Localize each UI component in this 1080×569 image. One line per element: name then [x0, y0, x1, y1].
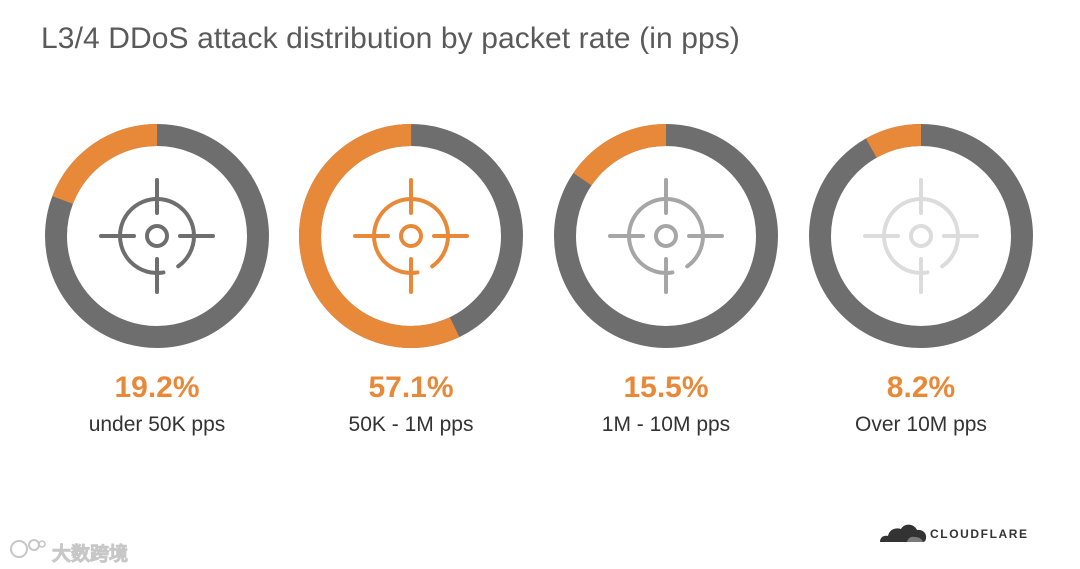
watermark-text: 大数跨境: [52, 544, 129, 566]
crosshair-target-icon: [863, 178, 979, 294]
chart-title: L3/4 DDoS attack distribution by packet …: [41, 22, 740, 55]
stat-block: 15.5% 1M - 10M pps: [546, 370, 786, 438]
stat-block: 8.2% Over 10M pps: [801, 370, 1041, 438]
donut-ring-group: [809, 124, 1033, 349]
donut-slice: [809, 124, 1033, 349]
watermark: 大数跨境: [8, 536, 148, 566]
donut-slice: [44, 124, 269, 349]
donut-ring-group: [554, 124, 778, 348]
watermark-logo-icon: [10, 539, 46, 558]
slice-value-label: 8.2%: [886, 371, 956, 404]
target-bullseye: [909, 224, 933, 248]
slice-value-label: 15.5%: [623, 371, 709, 404]
category-label: under 50K pps: [88, 413, 226, 436]
target-bullseye: [145, 224, 169, 248]
crosshair-target-icon: [99, 178, 215, 294]
category-label: 50K - 1M pps: [348, 413, 474, 436]
slice-value-label: 57.1%: [368, 371, 454, 404]
target-ring: [882, 197, 960, 275]
category-label: 1M - 10M pps: [601, 413, 731, 436]
stat-block: 57.1% 50K - 1M pps: [291, 370, 531, 438]
brand-wordmark: CLOUDFLARE: [930, 527, 1029, 541]
cloud-icon: [880, 524, 927, 542]
target-ring: [118, 197, 196, 275]
category-label: Over 10M pps: [855, 413, 987, 436]
donut-track: [809, 124, 1033, 348]
crosshair-target-icon: [608, 178, 724, 294]
donut-ring-group: [44, 124, 269, 349]
target-bullseye: [654, 224, 678, 248]
donut-slice: [299, 124, 523, 348]
stat-block: 19.2% under 50K pps: [37, 370, 277, 438]
slice-value-label: 19.2%: [114, 371, 200, 404]
target-ring: [372, 197, 450, 275]
target-bullseye: [399, 224, 423, 248]
crosshair-target-icon: [353, 178, 469, 294]
donut-ring-group: [299, 124, 523, 348]
cloudflare-logo: CLOUDFLARE: [877, 518, 1047, 546]
target-ring: [627, 197, 705, 275]
